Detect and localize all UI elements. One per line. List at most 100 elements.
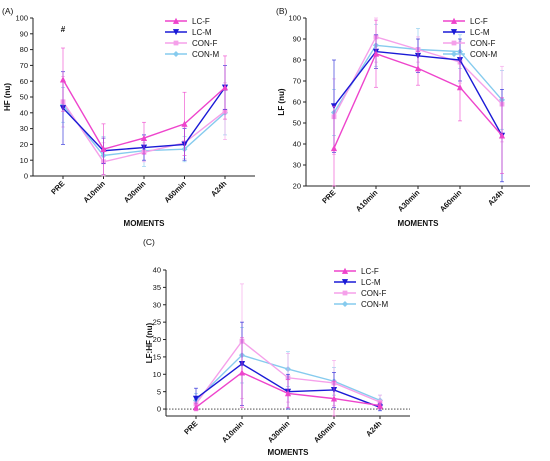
legend-marker	[341, 300, 349, 308]
y-tick-label: 15	[153, 353, 161, 362]
data-point	[59, 76, 67, 83]
legend-marker	[450, 29, 458, 36]
y-tick-label: 50	[20, 93, 28, 102]
y-tick-label: 60	[20, 77, 28, 86]
legend-marker	[342, 290, 348, 296]
legend-marker	[450, 50, 458, 58]
panel-label: (A)	[2, 6, 14, 16]
data-point	[221, 84, 229, 91]
legend-label: LC-F	[192, 17, 210, 26]
panel-b-lf-chart: (B) 20 30 40 50 60 70 80 90 100 PRE A10min A30min A60…	[276, 6, 530, 228]
significance-marker: #	[61, 25, 66, 34]
y-tick-label: 50	[293, 119, 301, 128]
legend-marker	[172, 29, 180, 36]
y-tick-label: 5	[157, 387, 161, 396]
legend-label: CON-M	[470, 50, 497, 59]
y-tick-label: 70	[293, 77, 301, 86]
x-category-label: A30min	[396, 188, 422, 214]
x-category-label: A10min	[220, 419, 246, 445]
legend-label: LC-F	[361, 267, 379, 276]
y-tick-label: 10	[20, 156, 28, 165]
y-axis-title: HF (nu)	[3, 83, 12, 111]
data-point	[100, 145, 107, 153]
y-tick-label: 20	[20, 140, 28, 149]
data-point	[140, 134, 148, 141]
y-tick-label: 30	[20, 124, 28, 133]
y-tick-label: 90	[293, 35, 301, 44]
x-category-label: PRE	[320, 188, 337, 205]
y-tick-label: 0	[157, 405, 161, 414]
x-category-label: A24h	[486, 188, 506, 208]
x-category-label: A60min	[438, 188, 464, 214]
legend-label: LC-F	[470, 17, 488, 26]
y-tick-label: 80	[293, 56, 301, 65]
x-axis-title: MOMENTS	[124, 219, 166, 228]
legend-label: CON-M	[361, 300, 388, 309]
series-lc-f	[59, 47, 229, 175]
legend-marker	[172, 50, 180, 58]
legend-marker	[172, 17, 180, 24]
data-point	[181, 120, 188, 127]
x-axis-title: MOMENTS	[398, 219, 440, 228]
legend-marker	[451, 40, 457, 46]
x-category-label: A30min	[266, 419, 292, 445]
panel-label: (B)	[276, 6, 288, 16]
legend-label: CON-F	[192, 39, 217, 48]
x-category-label: A10min	[354, 188, 380, 214]
y-tick-label: 20	[293, 182, 301, 191]
legend-label: CON-M	[192, 50, 219, 59]
data-point	[192, 395, 200, 402]
y-axis-title: LF (nu)	[277, 88, 286, 115]
data-point	[414, 65, 422, 72]
y-tick-label: 90	[20, 29, 28, 38]
legend: LC-F LC-M CON-F CON-M	[165, 17, 219, 59]
panel-a-hf-chart: (A) 0 10 20 30 40 50 60 70 80 90 100 PRE A10min A30min…	[2, 6, 255, 228]
data-point	[192, 404, 200, 411]
legend-label: LC-M	[192, 28, 212, 37]
x-category-label: A60min	[312, 419, 338, 445]
data-point	[372, 50, 380, 57]
y-tick-label: 0	[24, 172, 28, 181]
legend-label: CON-F	[470, 39, 495, 48]
x-category-label: PRE	[49, 179, 66, 196]
x-axis-title: MOMENTS	[268, 448, 310, 457]
y-tick-label: 20	[153, 335, 161, 344]
legend-label: LC-M	[361, 278, 381, 287]
legend: LC-F LC-M CON-F CON-M	[334, 267, 388, 309]
data-point	[456, 84, 464, 91]
legend-marker	[450, 17, 458, 24]
x-category-label: A30min	[122, 179, 148, 205]
panel-label: (C)	[143, 237, 155, 247]
y-tick-label: 10	[153, 370, 161, 379]
series-lc-f	[192, 337, 384, 417]
y-tick-label: 80	[20, 45, 28, 54]
y-tick-label: 100	[288, 14, 301, 23]
legend-marker	[173, 40, 179, 46]
series-lc-f	[330, 19, 506, 187]
x-category-label: A24h	[209, 179, 229, 199]
y-tick-label: 25	[153, 318, 161, 327]
legend-marker	[341, 279, 349, 286]
y-tick-label: 40	[293, 140, 301, 149]
y-tick-label: 40	[153, 266, 161, 275]
legend-marker	[341, 267, 349, 274]
x-category-label: A24h	[364, 419, 384, 439]
y-tick-label: 30	[153, 300, 161, 309]
data-point	[330, 144, 338, 152]
x-category-label: A60min	[162, 179, 188, 205]
y-tick-label: 70	[20, 61, 28, 70]
panel-c-lfhf-chart: (C) 0 5 10 15 20 25 30 35 40 PRE A10min A30min A60min…	[143, 237, 410, 457]
data-point	[284, 390, 292, 397]
y-tick-label: 40	[20, 108, 28, 117]
data-point	[376, 402, 384, 409]
y-tick-label: 30	[293, 161, 301, 170]
legend-label: LC-M	[470, 28, 490, 37]
y-tick-label: 60	[293, 98, 301, 107]
y-tick-label: 35	[153, 283, 161, 292]
legend-label: CON-F	[361, 289, 386, 298]
legend: LC-F LC-M CON-F CON-M	[443, 17, 497, 59]
y-tick-label: 100	[15, 14, 28, 23]
data-point	[238, 369, 246, 376]
data-point	[330, 395, 338, 402]
